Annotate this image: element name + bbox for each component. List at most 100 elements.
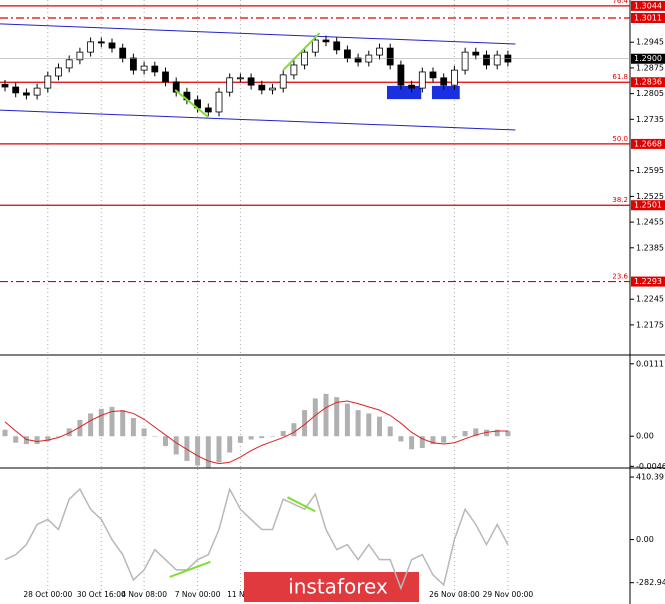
- macd-bar: [141, 428, 147, 437]
- macd-bar: [377, 416, 382, 437]
- y-tick-label: 0.00: [636, 535, 654, 544]
- candle-body: [12, 86, 20, 94]
- macd-bar: [56, 436, 61, 437]
- candle-body: [397, 64, 405, 86]
- macd-bar: [173, 436, 179, 455]
- macd-bar: [45, 436, 51, 442]
- y-tick-label: 1.2875: [636, 63, 664, 72]
- candle-body: [311, 39, 319, 53]
- candle-body: [215, 91, 223, 113]
- macd-bar: [387, 426, 393, 437]
- macd-bar: [195, 436, 201, 466]
- level-label-bg: [631, 200, 665, 211]
- candle-body: [22, 92, 30, 96]
- x-tick-label: 29 Nov 00:00: [483, 590, 534, 599]
- macd-bar: [451, 436, 457, 438]
- candle-body: [354, 57, 362, 63]
- level-label-bg: [631, 138, 665, 149]
- candle-body: [119, 47, 127, 59]
- candle-body: [461, 51, 469, 71]
- macd-bar: [77, 419, 83, 437]
- candle-body: [1, 84, 9, 88]
- macd-bar: [23, 436, 29, 445]
- macd-bar: [237, 436, 243, 443]
- macd-bar: [13, 436, 19, 443]
- candle-body: [97, 41, 105, 44]
- candle-body: [343, 49, 351, 59]
- zone: [431, 85, 460, 100]
- x-tick-label: 28 Oct 00:00: [23, 590, 72, 599]
- macd-bar: [484, 429, 489, 437]
- macd-bar: [216, 436, 222, 463]
- macd-bar: [152, 436, 158, 437]
- macd-bar: [227, 436, 233, 453]
- y-tick-label: 1.2595: [636, 166, 664, 175]
- macd-bar: [505, 431, 511, 437]
- candle-body: [290, 64, 298, 76]
- candle-body: [418, 71, 426, 89]
- macd-bar: [259, 436, 265, 439]
- candle-body: [226, 77, 234, 93]
- current-price-bg: [631, 53, 665, 64]
- macd-bar: [441, 436, 447, 443]
- trend-line: [169, 560, 211, 578]
- y-tick-label: 0.01111: [636, 359, 665, 368]
- candle-body: [55, 67, 62, 77]
- x-tick-label: 26 Nov 08:00: [429, 590, 480, 599]
- candle-body: [247, 77, 255, 86]
- candle-body: [333, 41, 341, 51]
- level-label-bg: [631, 77, 665, 88]
- candle-body: [279, 74, 287, 89]
- macd-bar: [130, 417, 136, 437]
- candle-body: [408, 84, 416, 89]
- y-tick-label: 1.2805: [636, 89, 664, 98]
- candle-body: [172, 81, 180, 93]
- macd-bar: [205, 436, 211, 468]
- y-tick-label: 1.2175: [636, 320, 664, 329]
- candle-body: [140, 65, 148, 71]
- candle-body: [483, 54, 490, 66]
- y-tick-label: 1.2385: [636, 243, 664, 252]
- macd-bar: [398, 436, 404, 442]
- macd-bar: [66, 428, 72, 437]
- macd-bar: [494, 429, 500, 437]
- macd-bar: [334, 397, 340, 437]
- trend-line: [287, 496, 316, 513]
- macd-bar: [280, 431, 286, 437]
- candle-body: [472, 51, 480, 56]
- candle-body: [108, 42, 116, 49]
- fib-label: 76.4: [612, 0, 628, 5]
- level-label: 1.2836: [634, 78, 662, 87]
- channel-line: [0, 109, 516, 131]
- watermark: instaforex: [288, 575, 388, 599]
- level-label: 1.3011: [634, 13, 662, 22]
- x-tick-label: 4 Nov 08:00: [121, 590, 167, 599]
- level-label: 1.2668: [634, 139, 662, 148]
- macd-bar: [109, 406, 115, 437]
- candle-body: [151, 65, 159, 73]
- zone: [386, 85, 422, 100]
- fib-label: 50.0: [612, 135, 628, 143]
- macd-bar: [419, 436, 425, 448]
- macd-bar: [291, 423, 297, 437]
- candle-body: [65, 59, 73, 69]
- candle-body: [429, 71, 437, 79]
- x-tick-label: 11 Nov: [227, 590, 254, 599]
- current-price-label: 1.2900: [634, 54, 662, 63]
- y-tick-label: 1.2945: [636, 38, 664, 47]
- level-label-bg: [631, 12, 665, 23]
- fib-label: 61.8: [612, 73, 628, 81]
- y-tick-label: 1.2525: [636, 192, 664, 201]
- macd-bar: [184, 436, 190, 462]
- signal-line: [4, 400, 508, 465]
- macd-bar: [120, 410, 126, 437]
- macd-bar: [2, 429, 8, 437]
- candle-body: [236, 77, 244, 80]
- candle-body: [129, 57, 137, 71]
- macd-bar: [88, 413, 94, 437]
- candle-body: [258, 84, 266, 91]
- y-tick-label: 410.3914: [636, 473, 665, 482]
- candle-body: [322, 39, 330, 43]
- candle-body: [33, 87, 41, 96]
